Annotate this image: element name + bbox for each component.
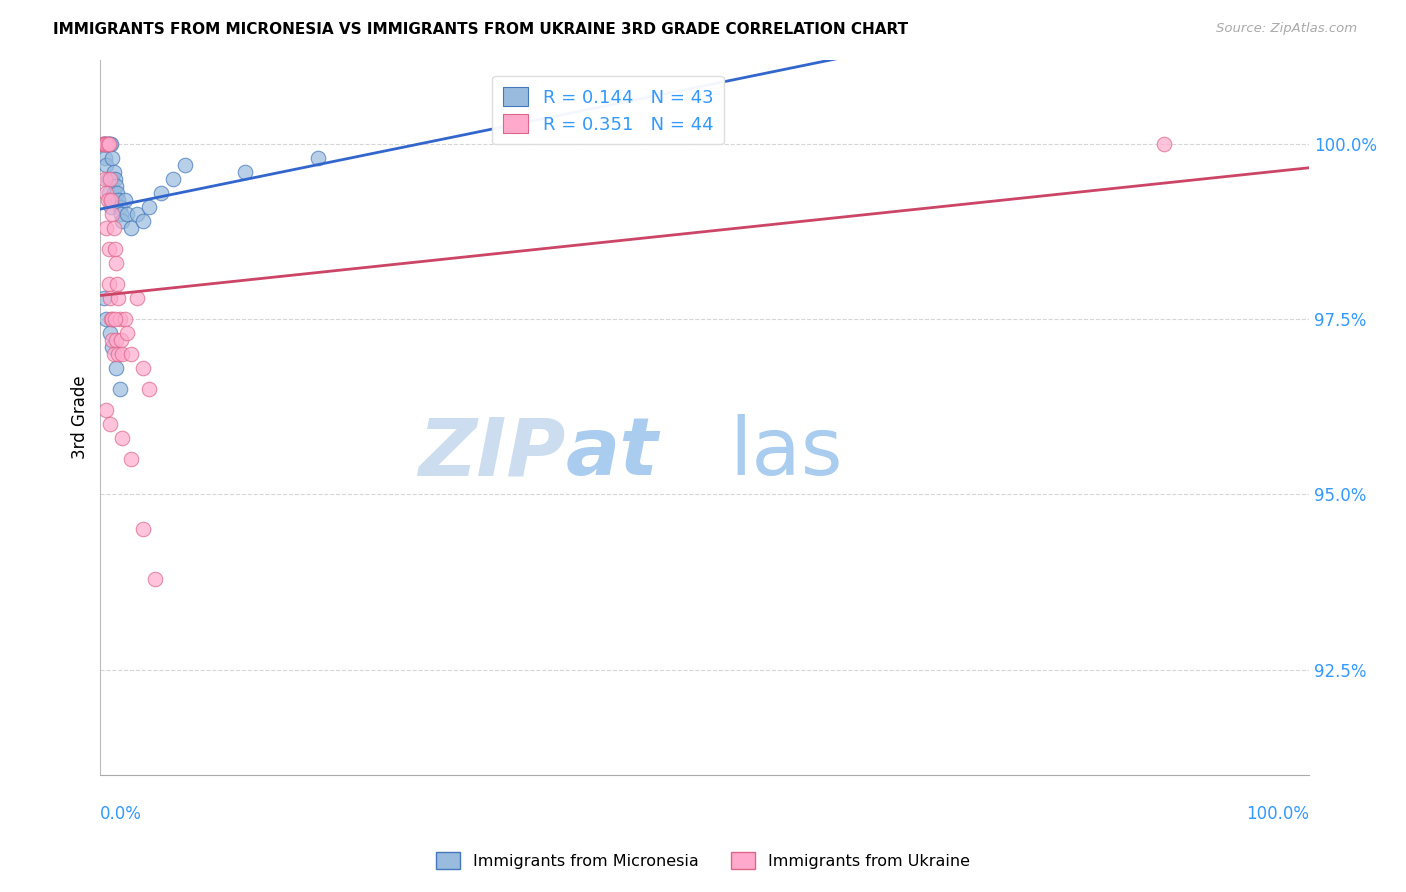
Point [105, 361, 128, 376]
Point [111, 214, 134, 228]
Point [108, 200, 131, 214]
Point [97, 171, 120, 186]
Point [101, 151, 124, 165]
Point [101, 207, 124, 221]
Point [91, 136, 114, 151]
Point [98, 417, 121, 432]
Point [98, 326, 121, 340]
Point [103, 186, 125, 200]
Point [110, 333, 132, 347]
Point [131, 361, 153, 376]
Point [96, 186, 118, 200]
Point [115, 207, 138, 221]
Point [107, 291, 129, 305]
Point [96, 312, 118, 326]
Point [101, 312, 124, 326]
Point [97, 242, 120, 256]
Point [97, 277, 120, 291]
Point [174, 158, 197, 172]
Point [114, 312, 136, 326]
Text: IMMIGRANTS FROM MICRONESIA VS IMMIGRANTS FROM UKRAINE 3RD GRADE CORRELATION CHAR: IMMIGRANTS FROM MICRONESIA VS IMMIGRANTS… [53, 22, 908, 37]
Legend: Immigrants from Micronesia, Immigrants from Ukraine: Immigrants from Micronesia, Immigrants f… [430, 846, 976, 875]
Point [104, 171, 127, 186]
Point [97, 136, 120, 151]
Point [101, 340, 124, 354]
Point [96, 136, 118, 151]
Text: 0.0%: 0.0% [100, 805, 142, 823]
Point [120, 221, 142, 235]
Point [120, 347, 142, 361]
Point [125, 207, 148, 221]
Point [115, 326, 138, 340]
Point [100, 193, 122, 207]
Point [98, 171, 121, 186]
Text: ZIP: ZIP [419, 414, 565, 492]
Point [107, 193, 129, 207]
Point [103, 165, 125, 179]
Point [108, 312, 131, 326]
Point [138, 200, 160, 214]
Point [100, 200, 122, 214]
Point [97, 136, 120, 151]
Point [108, 382, 131, 396]
Point [96, 136, 118, 151]
Point [111, 347, 134, 361]
Point [307, 151, 329, 165]
Text: at: at [565, 414, 658, 492]
Point [111, 431, 134, 445]
Point [96, 403, 118, 417]
Legend: R = 0.144   N = 43, R = 0.351   N = 44: R = 0.144 N = 43, R = 0.351 N = 44 [492, 76, 724, 145]
Point [162, 171, 184, 186]
Point [104, 193, 127, 207]
Point [97, 136, 120, 151]
Point [100, 136, 122, 151]
Point [105, 333, 128, 347]
Point [105, 178, 128, 193]
Text: las: las [728, 414, 842, 492]
Point [101, 333, 124, 347]
Point [235, 165, 257, 179]
Point [97, 193, 120, 207]
Point [105, 277, 128, 291]
Point [104, 242, 127, 256]
Point [94, 151, 117, 165]
Point [138, 382, 160, 396]
Point [91, 136, 114, 151]
Point [93, 136, 115, 151]
Point [93, 136, 115, 151]
Point [94, 136, 117, 151]
Point [96, 221, 118, 235]
Point [105, 186, 128, 200]
Point [103, 347, 125, 361]
Point [98, 193, 121, 207]
Point [149, 186, 172, 200]
Point [125, 291, 148, 305]
Text: 100.0%: 100.0% [1246, 805, 1309, 823]
Point [131, 214, 153, 228]
Point [98, 136, 121, 151]
Point [96, 158, 118, 172]
Point [94, 171, 117, 186]
Point [110, 207, 132, 221]
Point [131, 523, 153, 537]
Point [103, 221, 125, 235]
Point [114, 193, 136, 207]
Point [1153, 136, 1175, 151]
Point [100, 312, 122, 326]
Point [94, 136, 117, 151]
Point [101, 171, 124, 186]
Y-axis label: 3rd Grade: 3rd Grade [72, 376, 89, 459]
Point [105, 256, 128, 270]
Point [104, 312, 127, 326]
Point [120, 452, 142, 467]
Point [93, 291, 115, 305]
Point [107, 347, 129, 361]
Point [97, 186, 120, 200]
Point [143, 572, 166, 586]
Text: Source: ZipAtlas.com: Source: ZipAtlas.com [1216, 22, 1357, 36]
Point [97, 136, 120, 151]
Point [98, 291, 121, 305]
